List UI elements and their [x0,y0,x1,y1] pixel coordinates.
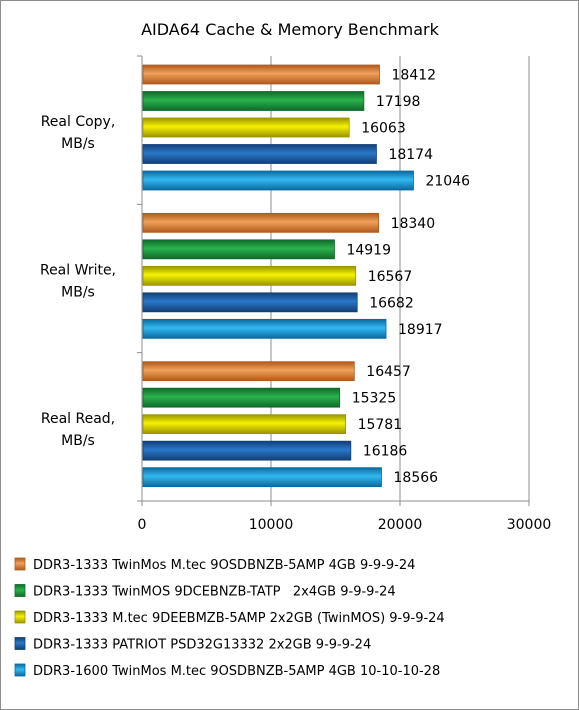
bar [142,239,335,260]
bar [142,64,380,85]
data-label: 16457 [366,364,411,380]
legend-swatch [14,610,26,624]
bar [142,361,355,382]
data-label: 15781 [358,417,403,433]
bar [142,117,350,138]
data-label: 18917 [398,322,443,338]
legend-swatch [14,663,26,677]
bar [142,467,382,488]
bar [142,170,414,191]
legend-label: DDR3-1333 TwinMOS 9DCEBNZB-TATP 2x4GB 9-… [33,585,396,600]
data-label: 18412 [392,68,437,84]
data-label: 18566 [394,470,439,486]
data-label: 16682 [369,295,414,311]
data-label: 18174 [388,147,433,163]
data-label: 16567 [368,269,413,285]
x-tick-label: 0 [138,517,147,533]
category-label: Real Write, MB/s [40,263,116,301]
legend-swatch [14,557,26,571]
data-label: 14919 [346,242,391,258]
data-label: 21046 [425,174,470,190]
legend-swatch [14,584,26,597]
data-label: 15325 [352,391,397,407]
bar [142,387,341,408]
legend-label: DDR3-1333 M.tec 9DEEBMZB-5AMP 2x2GB (Twi… [33,611,445,626]
category-label: Real Copy, MB/s [41,114,116,152]
category-label: Real Read, MB/s [41,411,115,449]
legend-label: DDR3-1600 TwinMos M.tec 9OSDBNZB-5AMP 4G… [33,664,440,679]
bar [142,292,358,313]
bar [142,414,346,435]
bar [142,144,377,164]
data-label: 17198 [376,94,421,110]
x-tick-label: 20000 [378,517,423,533]
x-tick-label: 10000 [249,517,294,533]
data-label: 18340 [391,216,436,232]
bar [142,265,357,286]
data-label: 16063 [361,121,406,137]
bar [142,318,387,339]
legend-swatch [14,637,26,650]
chart-title: AIDA64 Cache & Memory Benchmark [141,20,440,39]
bar [142,440,352,461]
bar [142,91,365,111]
legend-label: DDR3-1333 TwinMos M.tec 9OSDBNZB-5AMP 4G… [33,558,415,573]
x-tick-label: 30000 [507,517,552,533]
data-label: 16186 [363,444,408,460]
legend-label: DDR3-1333 PATRIOT PSD32G13332 2x2GB 9-9-… [33,638,371,653]
bar [142,212,379,233]
